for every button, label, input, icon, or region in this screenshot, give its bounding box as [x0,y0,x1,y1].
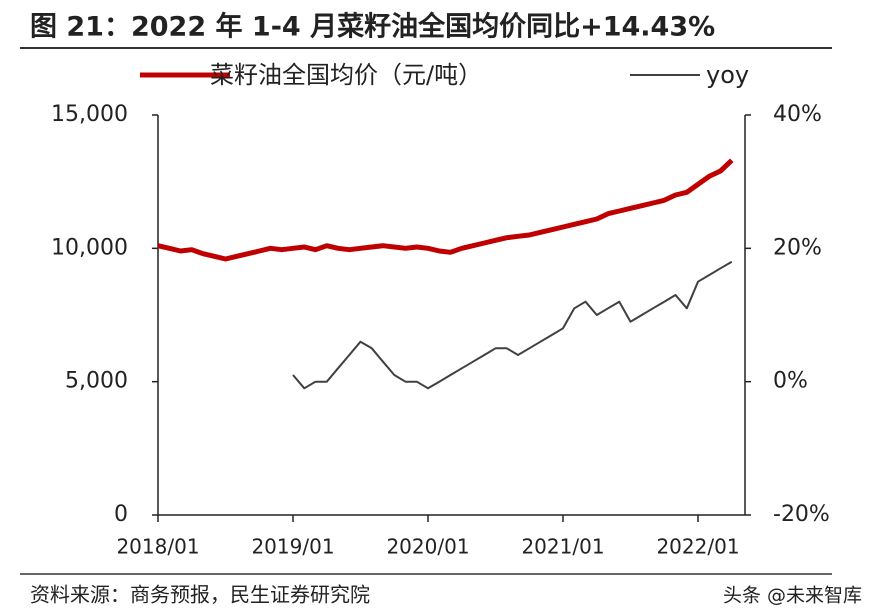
y2-tick-label: 20% [773,235,822,260]
y-tick-label: 15,000 [51,102,128,127]
legend-label: 菜籽油全国均价（元/吨） [210,61,482,89]
x-tick-label: 2019/01 [251,535,334,559]
y2-tick-label: 0% [773,369,808,394]
watermark: 头条 @未来智库 [723,585,862,607]
y-tick-label: 5,000 [65,369,128,394]
chart-title: 图 21：2022 年 1-4 月菜籽油全国均价同比+14.43% [30,11,715,43]
x-tick-label: 2020/01 [386,535,469,559]
source: 资料来源：商务预报，民生证券研究院 [30,583,370,607]
y2-tick-label: 40% [773,102,822,127]
y2-tick-label: -20% [773,502,830,527]
series-line [292,260,733,390]
y-tick-label: 0 [114,502,128,527]
y-tick-label: 10,000 [51,235,128,260]
legend-label: yoy [706,61,749,89]
series-line [157,158,734,262]
x-tick-label: 2021/01 [521,535,604,559]
x-tick-label: 2018/01 [116,535,199,559]
x-tick-label: 2022/01 [656,535,739,559]
